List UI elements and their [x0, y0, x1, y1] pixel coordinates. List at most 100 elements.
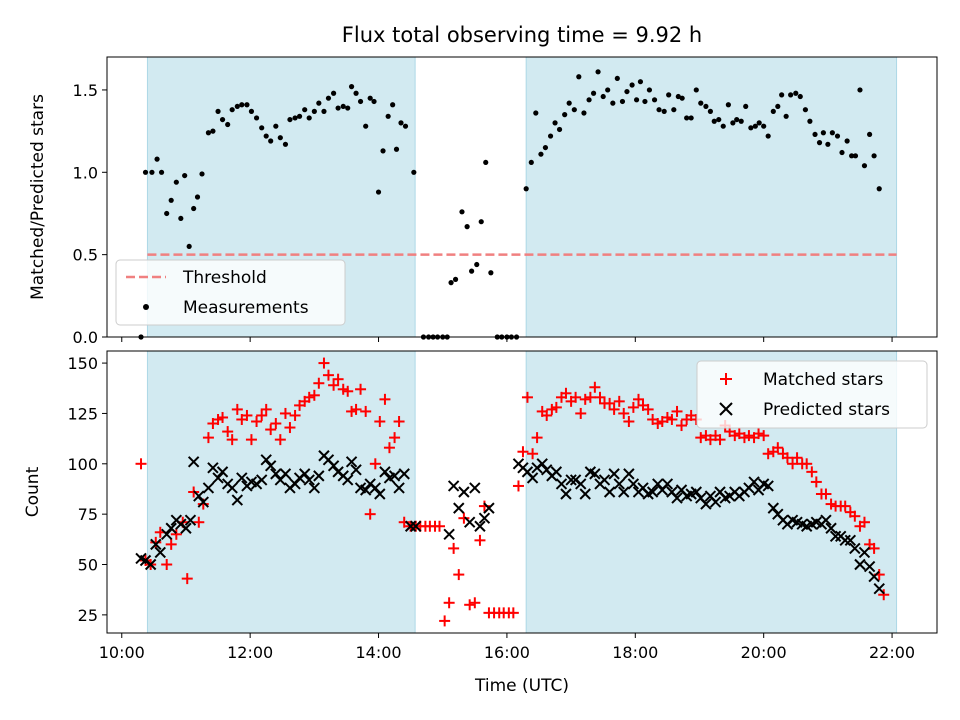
measurement-point: [182, 172, 188, 179]
predicted-point-b: [695, 492, 707, 504]
measurement-point: [253, 115, 260, 121]
measurement-point: [488, 270, 494, 276]
predicted-point-b: [144, 558, 157, 571]
measurement-point: [353, 90, 359, 96]
matched-point: [313, 377, 325, 389]
legend-matched-swatch: [720, 373, 732, 385]
measurement-point: [210, 128, 216, 134]
measurement-point: [330, 90, 337, 96]
predicted-point-b: [810, 516, 823, 528]
measurement-point: [321, 108, 327, 114]
matched-point: [245, 434, 257, 446]
y-tick-label: 125: [67, 404, 98, 423]
predicted-point: [627, 478, 640, 490]
predicted-point: [207, 462, 219, 474]
measurement-point: [761, 123, 767, 129]
measurement-point: [825, 141, 831, 147]
matched-point: [541, 409, 553, 421]
predicted-point: [393, 482, 405, 494]
measurement-point: [552, 120, 558, 126]
matched-point: [135, 458, 147, 470]
predicted-point-b: [313, 470, 325, 482]
matched-point: [165, 538, 177, 550]
predicted-point: [308, 482, 321, 494]
measurement-point: [173, 179, 179, 185]
measurement-point: [385, 113, 391, 119]
predicted-point: [369, 482, 382, 494]
measurement-point: [716, 116, 722, 123]
top-axes-frame: [106, 56, 938, 338]
measurement-point: [637, 79, 644, 85]
predicted-point-b: [469, 482, 481, 494]
measurement-point: [661, 108, 667, 114]
predicted-point-b: [345, 456, 358, 468]
measurement-point: [671, 107, 677, 113]
predicted-point-b: [379, 466, 391, 478]
top-axis: 0.0 0.5 1.0 1.5: [73, 81, 893, 347]
measurement-point: [871, 153, 877, 159]
matched-point: [322, 369, 334, 381]
measurement-point: [629, 82, 635, 88]
measurement-point: [666, 92, 672, 98]
predicted-point: [260, 454, 272, 466]
matched-point: [806, 466, 818, 478]
legend-matched-label: Matched stars: [763, 370, 883, 390]
predicted-point: [236, 472, 248, 484]
measurement-point: [775, 103, 781, 110]
predicted-point-b: [526, 472, 539, 484]
legend-threshold-label: Threshold: [182, 268, 267, 288]
matched-point: [453, 569, 465, 581]
bottom-axes-frame: [106, 350, 938, 634]
predicted-point: [303, 474, 315, 486]
y-tick-label: 0.0: [73, 328, 98, 347]
predicted-point-b: [236, 472, 248, 484]
predicted-point: [359, 484, 372, 496]
matched-point: [762, 448, 774, 460]
predicted-point: [474, 520, 486, 532]
matched-point: [251, 416, 263, 427]
matched-point: [379, 393, 391, 405]
matched-point: [464, 599, 476, 611]
predicted-point-b: [350, 464, 362, 476]
predicted-point: [478, 512, 491, 524]
top-legend-box: [115, 259, 346, 326]
predicted-point-b: [447, 480, 460, 492]
measurement-point: [797, 93, 803, 100]
matched-point: [849, 510, 861, 522]
y-tick-label: 100: [67, 455, 98, 474]
matched-point: [604, 397, 616, 409]
matched-point: [695, 432, 707, 444]
measurement-point: [474, 261, 480, 268]
predicted-point-b: [443, 528, 455, 541]
measurement-point: [357, 98, 364, 105]
predicted-point-b: [453, 502, 465, 514]
matched-point: [787, 458, 799, 470]
predicted-point-b: [184, 514, 197, 526]
y-tick-label: 75: [78, 505, 98, 524]
matched-point: [256, 409, 268, 421]
predicted-point: [350, 464, 362, 476]
predicted-point-b: [839, 534, 851, 547]
predicted-point-b: [550, 466, 563, 478]
predicted-point-b: [555, 478, 568, 490]
matched-point: [161, 559, 173, 571]
predicted-point-b: [264, 460, 277, 472]
predicted-point-b: [478, 512, 491, 524]
matched-point: [222, 426, 234, 438]
measurement-point: [619, 98, 626, 105]
x-tick-label: 20:00: [741, 643, 787, 662]
bottom-x-axis-label: Time (UTC): [474, 676, 569, 696]
predicted-point-b: [165, 522, 177, 534]
bottom-axis: 25 50 75 100 125 150 10:00 12:00 14:00 16:00 18:00…: [67, 354, 915, 662]
matched-point: [584, 391, 596, 403]
measurement-point: [765, 133, 771, 139]
top-shaded-intervals: [146, 56, 898, 338]
predicted-point: [825, 522, 837, 534]
measurement-point: [178, 215, 184, 222]
measurement-point: [348, 84, 355, 90]
matched-point: [265, 424, 277, 436]
predicted-point: [565, 474, 577, 486]
measurement-point: [296, 113, 303, 119]
predicted-point-b: [255, 474, 268, 486]
measurement-point: [345, 105, 351, 111]
